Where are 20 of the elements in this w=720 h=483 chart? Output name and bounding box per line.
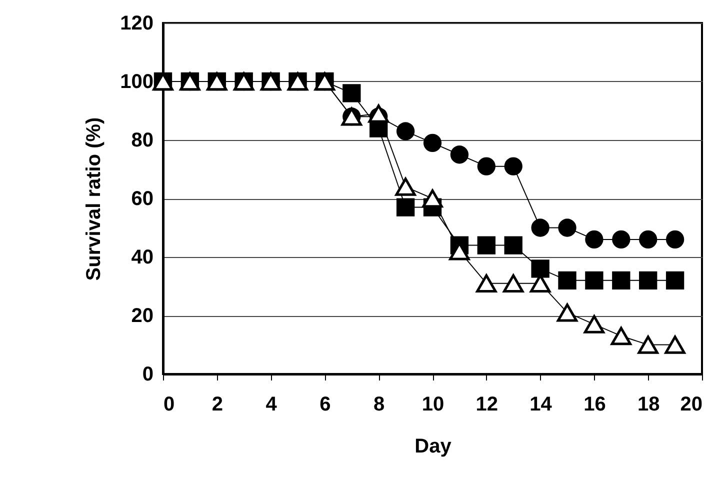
x-tick-label: 18 xyxy=(637,394,660,416)
y-tick-label: 60 xyxy=(131,188,154,210)
x-tick-label: 14 xyxy=(530,394,553,416)
x-tick-label: 6 xyxy=(320,394,331,416)
x-tick-label: 0 xyxy=(164,394,175,416)
y-tick-label: 120 xyxy=(120,12,154,34)
y-axis-title: Survival ratio (%) xyxy=(83,117,106,281)
x-tick-label: 10 xyxy=(422,394,444,416)
x-tick-label: 2 xyxy=(212,394,223,416)
x-tick-label: 16 xyxy=(584,394,606,416)
x-tick-label: 12 xyxy=(476,394,498,416)
x-tick-label: 4 xyxy=(266,394,278,416)
y-tick-label: 40 xyxy=(131,246,154,268)
x-tick-label: 20 xyxy=(680,394,702,416)
x-axis-title: Day xyxy=(414,436,452,458)
x-tick-label: 8 xyxy=(374,394,385,416)
y-tick-label: 0 xyxy=(142,364,154,386)
y-tick-label: 20 xyxy=(131,305,154,327)
y-tick-label: 100 xyxy=(120,71,154,93)
y-tick-label: 80 xyxy=(131,130,154,152)
